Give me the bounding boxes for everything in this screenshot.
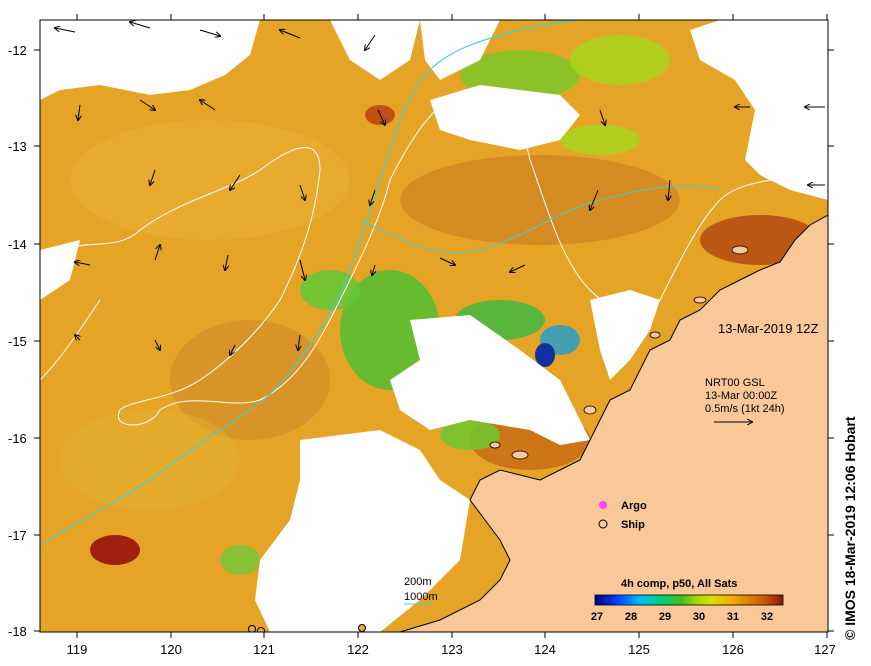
colorbar: [594, 594, 784, 606]
islands: [489, 245, 749, 460]
cool-patches: [220, 35, 670, 575]
date-label: 13-Mar-2019 12Z: [718, 321, 818, 336]
x-tick-label: 127: [814, 642, 836, 657]
y-tick-label: -16: [8, 431, 27, 446]
x-tick-label: 124: [534, 642, 556, 657]
current-time-label: 13-Mar 00:00Z: [705, 390, 777, 402]
colorbar-tick-label: 28: [625, 611, 637, 623]
x-tick-label: 125: [628, 642, 650, 657]
map-plot-area: [40, 20, 828, 632]
x-tick-label: 120: [160, 642, 182, 657]
x-tick-label: 122: [347, 642, 369, 657]
ship-legend-label: Ship: [621, 519, 645, 531]
y-tick-label: -14: [8, 237, 27, 252]
argo-marker-icon: [599, 501, 607, 509]
copyright-label: © IMOS 18-Mar-2019 12:06 Hobart: [842, 416, 858, 640]
ship-marker-icon: [598, 519, 608, 529]
y-tick-label: -18: [8, 624, 27, 639]
axis-ticks: [34, 14, 834, 638]
land-mass: [399, 214, 828, 632]
colorbar-ticks: 27 28 29 30 31 32: [591, 611, 773, 623]
y-tick-label: -13: [8, 139, 27, 154]
colorbar-tick-label: 27: [591, 611, 603, 623]
isobath-1000m: [40, 20, 581, 546]
isobath-1000-label: 1000m: [404, 591, 438, 603]
current-info: NRT00 GSL 13-Mar 00:00Z 0.5m/s (1kt 24h): [705, 377, 784, 415]
plot-frame: [39, 19, 829, 633]
colorbar-tick-label: 29: [659, 611, 671, 623]
current-vectors: [55, 22, 825, 355]
current-scale-label: 0.5m/s (1kt 24h): [705, 403, 784, 415]
isobath-200m: [59, 97, 828, 426]
y-tick-label: -17: [8, 528, 27, 543]
x-tick-label: 121: [253, 642, 275, 657]
colorbar-tick-label: 32: [761, 611, 773, 623]
y-tick-label: -12: [8, 43, 27, 58]
argo-legend-label: Argo: [621, 500, 647, 512]
colorbar-tick-label: 31: [727, 611, 739, 623]
isobath-200-label: 200m: [404, 576, 432, 588]
y-tick-label: -15: [8, 334, 27, 349]
colorbar-title: 4h comp, p50, All Sats: [621, 578, 737, 590]
x-tick-label: 126: [722, 642, 744, 657]
x-tick-label: 123: [441, 642, 463, 657]
y-axis-labels: -12 -13 -14 -15 -16 -17 -18: [8, 43, 27, 639]
x-tick-label: 119: [67, 642, 88, 657]
colorbar-tick-label: 30: [693, 611, 705, 623]
current-model-label: NRT00 GSL: [705, 377, 765, 389]
x-axis-labels: 119 120 121 122 123 124 125 126 127: [67, 642, 836, 657]
